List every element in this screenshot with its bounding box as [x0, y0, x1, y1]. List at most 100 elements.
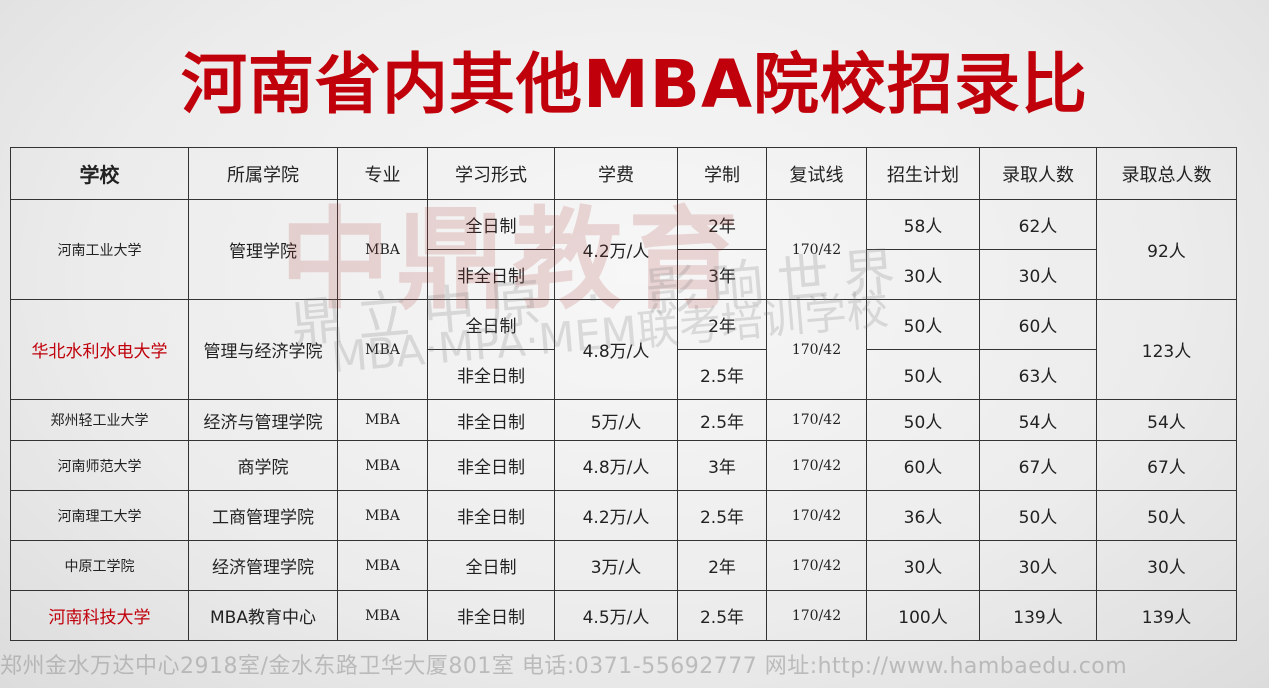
table-cell: 非全日制 — [427, 349, 555, 400]
table-cell: 170/42 — [766, 540, 867, 591]
table-cell: 30人 — [866, 540, 980, 591]
table-cell: 50人 — [1096, 490, 1237, 541]
column-header: 学制 — [677, 147, 767, 200]
table-cell: 河南理工大学 — [10, 490, 189, 541]
table-cell: 50人 — [979, 490, 1097, 541]
table-cell: 30人 — [1096, 540, 1237, 591]
table-cell: 139人 — [1096, 590, 1237, 641]
table-cell: 139人 — [979, 590, 1097, 641]
table-cell: 河南科技大学 — [10, 590, 189, 641]
table-cell: 3年 — [677, 440, 767, 491]
column-header: 复试线 — [766, 147, 867, 200]
column-header: 学费 — [554, 147, 678, 200]
table-cell: 50人 — [866, 349, 980, 400]
table-cell: 华北水利水电大学 — [10, 299, 189, 400]
table-cell: MBA — [337, 440, 428, 491]
table-cell: 2年 — [677, 199, 767, 250]
table-row: 河南科技大学 MBA教育中心 MBA 非全日制 4.5万/人 2.5年 170/42 100人… — [10, 590, 1237, 641]
table-cell: 全日制 — [427, 540, 555, 591]
table-cell: 5万/人 — [554, 399, 678, 441]
table-cell: 123人 — [1096, 299, 1237, 400]
table-cell: 管理与经济学院 — [188, 299, 338, 400]
table-cell: MBA — [337, 540, 428, 591]
table-cell: 3年 — [677, 249, 767, 300]
table-row: 河南理工大学 工商管理学院 MBA 非全日制 4.2万/人 2.5年 170/42 36人 50… — [10, 490, 1237, 541]
table-row: 华北水利水电大学 管理与经济学院 MBA 全日制 4.8万/人 2年 170/42 50人 60… — [10, 299, 1237, 400]
table-cell: 工商管理学院 — [188, 490, 338, 541]
table-cell: 2.5年 — [677, 399, 767, 441]
table-cell: 170/42 — [766, 199, 867, 300]
table-cell: 54人 — [979, 399, 1097, 441]
table-cell: MBA — [337, 199, 428, 300]
table-cell: 管理学院 — [188, 199, 338, 300]
table-cell: 67人 — [979, 440, 1097, 491]
page-title: 河南省内其他MBA院校招录比 — [180, 46, 1089, 123]
table-cell: 4.5万/人 — [554, 590, 678, 641]
header-row: 学校 所属学院 专业 学习形式 学费 学制 复试线 招生计划 录取人数 录取总人数 — [10, 147, 1237, 200]
table-cell: 170/42 — [766, 399, 867, 441]
column-header: 招生计划 — [866, 147, 980, 200]
table-cell: 50人 — [866, 399, 980, 441]
table-cell: 30人 — [979, 249, 1097, 300]
table-cell: 62人 — [979, 199, 1097, 250]
table-row: 非全日制 2.5年 50人 63人 — [11, 349, 1237, 400]
table-cell: 2年 — [677, 299, 767, 350]
table-row: 郑州轻工业大学 经济与管理学院 MBA 非全日制 5万/人 2.5年 170/42 50人 54… — [10, 399, 1237, 441]
table-cell: 60人 — [979, 299, 1097, 350]
table-cell: MBA — [337, 299, 428, 400]
table-cell: MBA — [337, 590, 428, 641]
table-cell: 河南师范大学 — [10, 440, 189, 491]
table-cell: 3万/人 — [554, 540, 678, 591]
table-cell: 河南工业大学 — [10, 199, 189, 300]
table-cell: 经济与管理学院 — [188, 399, 338, 441]
table-cell: 非全日制 — [427, 590, 555, 641]
table-cell: 全日制 — [427, 199, 555, 250]
table-row: 河南师范大学 商学院 MBA 非全日制 4.8万/人 3年 170/42 60人 67人 67人 — [10, 440, 1237, 491]
table-cell: 4.2万/人 — [554, 199, 678, 300]
table-cell: 4.8万/人 — [554, 299, 678, 400]
table-cell: 2年 — [677, 540, 767, 591]
table-cell: 60人 — [866, 440, 980, 491]
table-cell: 36人 — [866, 490, 980, 541]
table-cell: 54人 — [1096, 399, 1237, 441]
table-cell: 30人 — [866, 249, 980, 300]
table-cell: 郑州轻工业大学 — [10, 399, 189, 441]
table-cell: 30人 — [979, 540, 1097, 591]
column-header: 录取人数 — [979, 147, 1097, 200]
table-row: 中原工学院 经济管理学院 MBA 全日制 3万/人 2年 170/42 30人 30人 30人 — [10, 540, 1237, 591]
table-cell: MBA教育中心 — [188, 590, 338, 641]
table-cell: 92人 — [1096, 199, 1237, 300]
table-cell: 非全日制 — [427, 440, 555, 491]
column-header: 学习形式 — [427, 147, 555, 200]
table-cell: 中原工学院 — [10, 540, 189, 591]
table-cell: 非全日制 — [427, 399, 555, 441]
table-row: 河南工业大学 管理学院 MBA 全日制 4.2万/人 2年 170/42 58人 62人 92人 — [10, 199, 1237, 300]
table-cell: 63人 — [979, 349, 1097, 400]
table-cell: 170/42 — [766, 299, 867, 400]
table-cell: 非全日制 — [427, 249, 555, 300]
table-cell: 经济管理学院 — [188, 540, 338, 591]
column-header: 专业 — [337, 147, 428, 200]
table-cell: 50人 — [866, 299, 980, 350]
table-cell: 4.2万/人 — [554, 490, 678, 541]
footer-contact: 郑州金水万达中心2918室/金水东路卫华大厦801室 电话:0371-55692… — [0, 654, 1128, 679]
column-header: 学校 — [10, 147, 189, 200]
table-cell: 58人 — [866, 199, 980, 250]
table-cell: MBA — [337, 490, 428, 541]
column-header: 录取总人数 — [1096, 147, 1237, 200]
table-cell: 170/42 — [766, 590, 867, 641]
admissions-table: 学校 所属学院 专业 学习形式 学费 学制 复试线 招生计划 录取人数 录取总人数 河南工业大学管… — [10, 147, 1237, 641]
table-cell: 2.5年 — [677, 349, 767, 400]
table-cell: 170/42 — [766, 490, 867, 541]
table-cell: 4.8万/人 — [554, 440, 678, 491]
column-header: 所属学院 — [188, 147, 338, 200]
table-cell: 非全日制 — [427, 490, 555, 541]
table-cell: 100人 — [866, 590, 980, 641]
table-cell: MBA — [337, 399, 428, 441]
table-cell: 2.5年 — [677, 490, 767, 541]
table-cell: 170/42 — [766, 440, 867, 491]
table-cell: 2.5年 — [677, 590, 767, 641]
table-cell: 67人 — [1096, 440, 1237, 491]
table-row: 非全日制 3年 30人 30人 — [11, 249, 1237, 300]
table-cell: 商学院 — [188, 440, 338, 491]
